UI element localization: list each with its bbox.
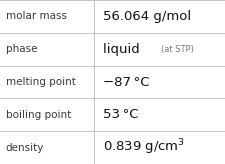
Text: 56.064 g/mol: 56.064 g/mol <box>102 10 190 23</box>
Text: (at STP): (at STP) <box>160 45 193 54</box>
Text: 53 °C: 53 °C <box>102 108 138 121</box>
Text: density: density <box>6 143 44 153</box>
Text: boiling point: boiling point <box>6 110 71 120</box>
Text: phase: phase <box>6 44 37 54</box>
Text: melting point: melting point <box>6 77 75 87</box>
Text: −87 °C: −87 °C <box>102 75 149 89</box>
Text: 0.839 g/cm$^3$: 0.839 g/cm$^3$ <box>102 138 184 157</box>
Text: molar mass: molar mass <box>6 11 66 21</box>
Text: liquid: liquid <box>102 43 147 56</box>
